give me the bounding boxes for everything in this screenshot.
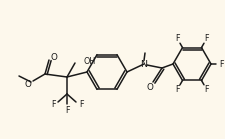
- Text: OH: OH: [84, 56, 96, 65]
- Text: F: F: [51, 100, 55, 109]
- Text: F: F: [175, 85, 180, 94]
- Text: O: O: [51, 53, 57, 61]
- Text: F: F: [175, 34, 180, 43]
- Text: O: O: [146, 83, 153, 91]
- Text: F: F: [204, 34, 209, 43]
- Text: F: F: [204, 85, 209, 94]
- Text: N: N: [140, 59, 148, 69]
- Text: F: F: [79, 100, 83, 109]
- Text: F: F: [65, 106, 69, 115]
- Text: O: O: [25, 80, 32, 89]
- Text: F: F: [219, 59, 223, 69]
